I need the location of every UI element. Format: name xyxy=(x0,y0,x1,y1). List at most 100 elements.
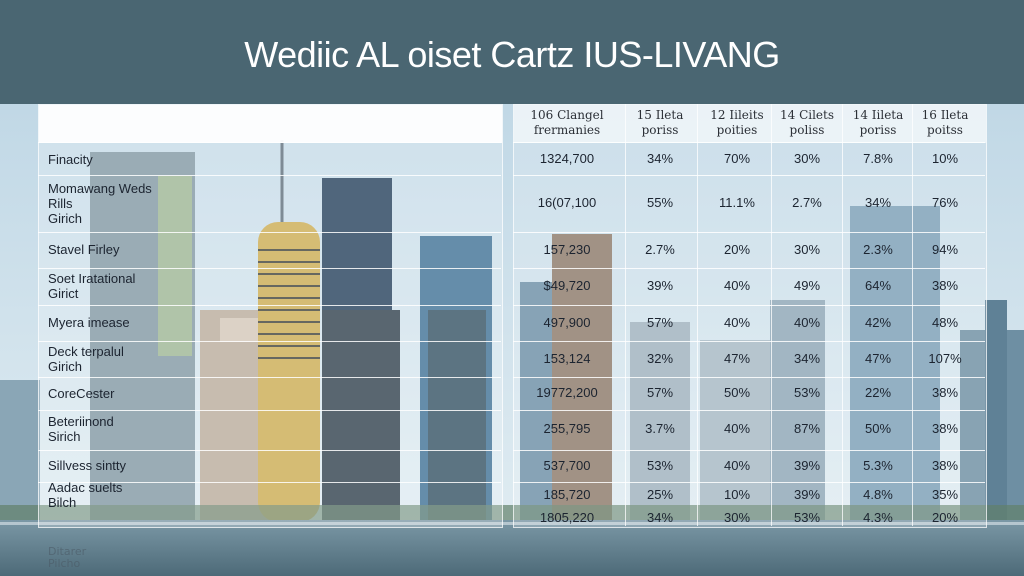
table-cell: 4.8% xyxy=(863,487,893,502)
table-cell: 30% xyxy=(723,510,751,525)
table-cell: 30% xyxy=(793,151,821,166)
column-header: 14 Cilets poliss xyxy=(779,108,835,137)
table-cell: 2.7% xyxy=(792,195,822,210)
row-divider xyxy=(38,305,501,306)
row-divider xyxy=(513,341,985,342)
table-cell: 40% xyxy=(723,421,751,436)
row-divider xyxy=(38,175,501,176)
table-cell: 255,795 xyxy=(543,421,591,436)
left-header-band xyxy=(39,105,502,143)
row-divider xyxy=(38,341,501,342)
table-cell: 10% xyxy=(931,151,959,166)
row-label: Finacity xyxy=(48,151,93,167)
table-cell: 16(07,100 xyxy=(537,195,597,210)
table-cell: 39% xyxy=(793,457,821,473)
column-divider xyxy=(625,104,626,526)
table-cell: 48% xyxy=(931,314,959,330)
row-divider xyxy=(513,450,985,451)
table-cell: 2.7% xyxy=(645,241,675,257)
row-divider xyxy=(38,377,501,378)
table-cell: 20% xyxy=(723,241,751,257)
row-label: Beteriinond Sirich xyxy=(48,414,114,444)
table-cell: 39% xyxy=(793,487,821,502)
table-cell: 497,900 xyxy=(543,314,591,330)
chart-title: Wediic AL oiset Cartz IUS-LIVANG xyxy=(244,34,780,75)
table-cell: 5.3% xyxy=(863,457,893,473)
table-cell: 39% xyxy=(646,278,674,293)
table-cell: 20% xyxy=(931,510,959,525)
table-cell: 57% xyxy=(646,385,674,400)
table-cell: 53% xyxy=(793,385,821,400)
table-cell: 40% xyxy=(723,278,751,293)
table-cell: 38% xyxy=(931,278,959,293)
table-cell: 107% xyxy=(928,350,962,366)
row-label: Sillvess sintty xyxy=(48,458,127,473)
table-cell: 3.7% xyxy=(645,421,675,436)
table-cell: 35% xyxy=(931,487,959,502)
table-cell: 2.3% xyxy=(863,241,893,257)
table-cell: 40% xyxy=(723,314,751,330)
row-label-panel xyxy=(38,104,503,528)
column-divider xyxy=(912,104,913,526)
title-banner: Wediic AL oiset Cartz IUS-LIVANG xyxy=(0,0,1024,104)
row-divider xyxy=(513,175,985,176)
column-header: 14 Iileta poriss xyxy=(852,108,904,137)
table-cell: 40% xyxy=(793,314,821,330)
table-cell: 153,124 xyxy=(543,350,591,366)
table-cell: 57% xyxy=(646,314,674,330)
table-cell: 64% xyxy=(864,278,892,293)
table-cell: 537,700 xyxy=(543,457,591,473)
right-header-band xyxy=(514,105,986,143)
table-cell: 53% xyxy=(793,510,821,525)
row-divider xyxy=(38,232,501,233)
row-label: Stavel Firley xyxy=(48,242,120,257)
table-cell: 49% xyxy=(793,278,821,293)
table-cell: 34% xyxy=(646,510,674,525)
row-divider xyxy=(38,142,501,143)
table-cell: 34% xyxy=(646,151,674,166)
table-cell: 38% xyxy=(931,457,959,473)
table-cell: 1805,220 xyxy=(539,510,595,525)
row-divider xyxy=(513,268,985,269)
column-header: 106 Clangel frermanies xyxy=(530,108,604,137)
row-divider xyxy=(513,142,985,143)
table-cell: 30% xyxy=(793,241,821,257)
row-divider xyxy=(38,410,501,411)
table-cell: 11.1% xyxy=(719,195,755,210)
column-divider xyxy=(697,104,698,526)
table-cell: 87% xyxy=(793,421,821,436)
values-panel xyxy=(513,104,987,528)
column-header: 15 Ileta poriss xyxy=(636,108,684,137)
table-cell: 4.3% xyxy=(863,510,893,525)
column-header: 12 Iileits poities xyxy=(710,108,764,137)
table-cell: 185,720 xyxy=(543,487,591,502)
table-cell: 50% xyxy=(864,421,892,436)
table-cell: 53% xyxy=(646,457,674,473)
row-divider xyxy=(513,305,985,306)
row-label: Deck terpalul Girich xyxy=(48,343,124,374)
column-divider xyxy=(771,104,772,526)
table-cell: 42% xyxy=(864,314,892,330)
table-cell: 70% xyxy=(723,151,751,166)
table-cell: 40% xyxy=(723,457,751,473)
row-divider xyxy=(38,450,501,451)
column-divider xyxy=(842,104,843,526)
table-cell: 19772,200 xyxy=(536,385,598,400)
row-label: CoreCester xyxy=(48,385,115,401)
table-cell: $49,720 xyxy=(543,278,591,293)
table-cell: 7.8% xyxy=(863,151,893,166)
table-cell: 50% xyxy=(723,385,751,400)
row-label: Soet Iratational Girict xyxy=(48,271,136,301)
table-cell: 157,230 xyxy=(543,241,591,257)
table-cell: 1324,700 xyxy=(539,151,595,166)
row-divider xyxy=(513,232,985,233)
table-cell: 38% xyxy=(931,421,959,436)
table-cell: 47% xyxy=(864,350,892,366)
row-label: Aadac suelts Bilch xyxy=(48,480,123,510)
table-cell: 94% xyxy=(931,241,959,257)
table-cell: 10% xyxy=(723,487,751,502)
table-cell: 38% xyxy=(931,385,959,400)
table-cell: 34% xyxy=(793,350,821,366)
table-cell: 55% xyxy=(646,195,674,210)
row-divider xyxy=(38,268,501,269)
